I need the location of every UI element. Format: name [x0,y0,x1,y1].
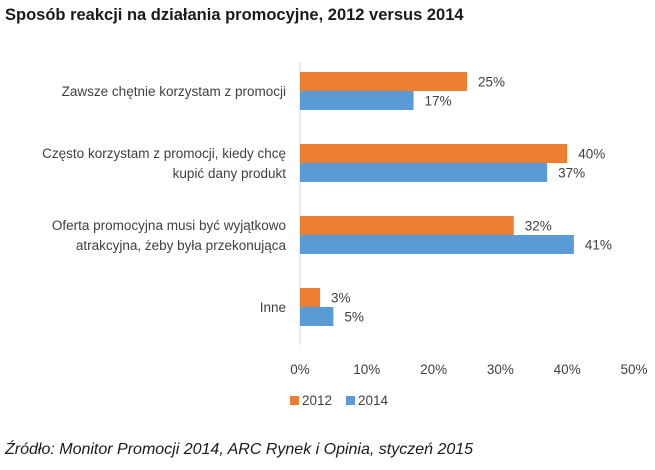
bars-layer [300,72,574,326]
data-label-2012-2: 40% [578,147,605,162]
data-label-2012-1: 25% [478,75,505,90]
x-tick-label-40pct: 40% [554,362,581,377]
category-label-4: Inne [260,300,286,315]
data-label-2014-3: 41% [585,238,612,253]
bar-2012-1 [300,72,467,91]
x-tick-label-0pct: 0% [290,362,310,377]
data-label-2012-3: 32% [525,219,552,234]
x-tick-label-50pct: 50% [620,362,647,377]
data-label-2014-4: 5% [344,310,364,325]
chart-title: Sposób reakcji na działania promocyjne, … [5,6,464,24]
category-label-3-line-1: Oferta promocyjna musi być wyjątkowo [52,218,286,233]
bar-2014-2 [300,163,548,182]
x-tick-label-10pct: 10% [353,362,380,377]
bar-2014-3 [300,235,574,254]
x-tick-label-20pct: 20% [420,362,447,377]
legend-label-2014: 2014 [358,393,389,408]
category-label-1: Zawsze chętnie korzystam z promocji [62,84,286,99]
bar-2014-4 [300,307,334,326]
category-label-3-line-2: atrakcyjna, żeby była przekonująca [76,238,287,253]
labels-layer: 25% 17% Zawsze chętnie korzystam z promocj… [42,75,647,378]
legend-swatch-2012 [290,396,299,405]
bar-2012-2 [300,144,568,163]
category-label-2-line-2: kupić dany produkt [173,166,287,181]
legend-swatch-2014 [346,396,355,405]
bar-2012-4 [300,288,321,307]
legend: 2012 2014 [290,393,389,408]
data-label-2014-2: 37% [558,166,585,181]
data-label-2012-4: 3% [331,291,351,306]
source-note: Źródło: Monitor Promocji 2014, ARC Rynek… [5,441,474,458]
legend-label-2012: 2012 [302,393,332,408]
bar-2012-3 [300,216,514,235]
category-label-2-line-1: Często korzystam z promocji, kiedy chcę [42,146,286,161]
bar-2014-1 [300,91,414,110]
data-label-2014-1: 17% [425,94,452,109]
x-tick-label-30pct: 30% [487,362,514,377]
